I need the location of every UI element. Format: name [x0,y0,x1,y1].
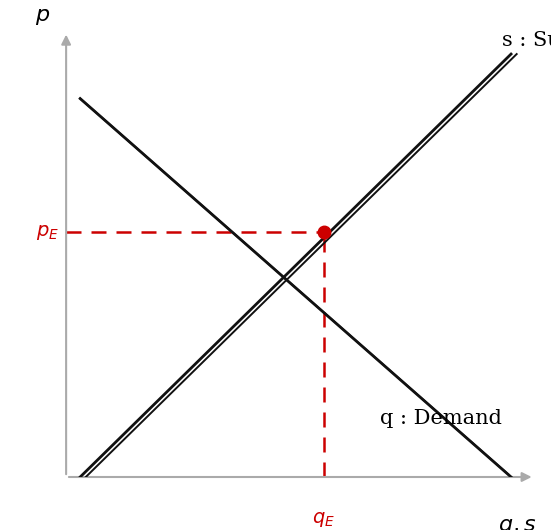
Text: $p_E$: $p_E$ [36,223,59,242]
Text: $q_E$: $q_E$ [312,510,335,529]
Text: $q, s$: $q, s$ [498,515,537,530]
Text: q : Demand: q : Demand [380,409,502,428]
Text: s : Supply: s : Supply [502,31,551,50]
Text: $p$: $p$ [35,5,50,28]
